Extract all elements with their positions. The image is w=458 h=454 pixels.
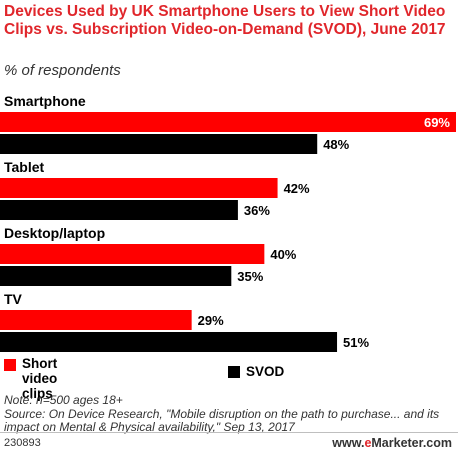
data-label: 51% [343,335,369,350]
bar-chart: Smartphone 69% 48% Tablet 42% 36% Desktop/lapt… [0,93,456,352]
source-text: Source: On Device Research, "Mobile disr… [4,406,440,434]
category-label: Tablet [4,159,45,175]
brand-prefix: www. [332,436,365,450]
category-label: Desktop/laptop [4,225,105,241]
brand-logo: www.eMarketer.com [332,436,452,450]
chart-legend: Short video clips SVOD [0,356,458,401]
bar-short-video [0,244,265,264]
brand-e: e [364,436,372,450]
chart-title: Devices Used by UK Smartphone Users to V… [4,3,446,38]
data-label: 29% [198,313,224,328]
data-label: 48% [323,137,349,152]
data-label: 35% [237,269,263,284]
legend-label-short-video: Short video clips [22,356,58,401]
legend-label-svod: SVOD [246,364,285,379]
chart-subtitle: % of respondents [4,62,121,79]
category-label: Smartphone [4,93,86,109]
brand-suffix: Marketer.com [371,436,452,450]
legend-item-short-video: Short video clips [4,356,82,401]
legend-swatch-svod [228,366,240,378]
legend-swatch-short-video [4,359,16,371]
bar-short-video [0,178,278,198]
bar-short-video [0,112,456,132]
bar-short-video [0,310,192,330]
note-text: Note: n=500 ages 18+ [4,393,123,407]
data-label: 42% [284,181,310,196]
bar-svod [0,134,318,154]
data-label: 69% [424,115,450,130]
chart-id: 230893 [4,437,41,449]
footer-notes: Note: n=500 ages 18+ Source: On Device R… [4,393,456,435]
legend-item-svod: SVOD [228,364,306,379]
data-label: 40% [270,247,296,262]
footer-divider [0,432,458,433]
bar-svod [0,200,238,220]
category-label: TV [4,291,23,307]
bar-svod [0,332,338,352]
data-label: 36% [244,203,270,218]
bar-svod [0,266,232,286]
